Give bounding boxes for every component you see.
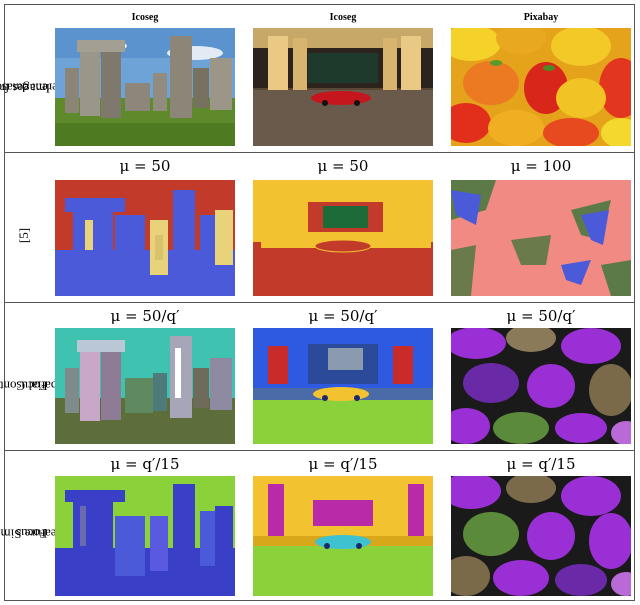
- mu-label: μ = 50/q′: [506, 307, 576, 325]
- mu-label: μ = q′/15: [308, 455, 378, 473]
- segmentation-stonehenge-prior-work: [55, 180, 235, 296]
- segmentation-stonehenge-spatial-continuity: [55, 328, 235, 444]
- mu-label: μ = 50: [119, 157, 171, 175]
- segmentation-peppers-feature-similarity: [451, 476, 631, 596]
- segmentation-car-spatial-continuity: [253, 328, 433, 444]
- column-header-3: Pixabay: [523, 12, 559, 23]
- segmentation-car-prior-work: [253, 180, 433, 296]
- row-divider: [4, 302, 635, 303]
- mu-label: μ = q′/15: [506, 455, 576, 473]
- row-label-feature-similarity: Feature SimilarityFocus: [0, 526, 64, 542]
- mu-label: μ = q′/15: [110, 455, 180, 473]
- photo-car-driveway: [253, 28, 433, 146]
- photo-stonehenge: [55, 28, 235, 146]
- segmentation-car-feature-similarity: [253, 476, 433, 596]
- row-label-images: Images fromdifferent datasets: [0, 80, 76, 96]
- segmentation-peppers-prior-work: [451, 180, 631, 296]
- mu-label: μ = 50: [317, 157, 369, 175]
- row-divider: [4, 152, 635, 153]
- row-divider: [4, 450, 635, 451]
- column-header-2: Icoseg: [329, 12, 357, 23]
- column-header-1: Icoseg: [131, 12, 159, 23]
- mu-label: μ = 50/q′: [110, 307, 180, 325]
- mu-label: μ = 100: [510, 157, 572, 175]
- row-label-spatial-continuity: Spatial ContinuityFocus: [0, 378, 64, 394]
- segmentation-stonehenge-feature-similarity: [55, 476, 235, 596]
- photo-bell-peppers: [451, 28, 631, 146]
- mu-label: μ = 50/q′: [308, 307, 378, 325]
- row-label-prior-work: [5]: [16, 227, 32, 244]
- segmentation-peppers-spatial-continuity: [451, 328, 631, 444]
